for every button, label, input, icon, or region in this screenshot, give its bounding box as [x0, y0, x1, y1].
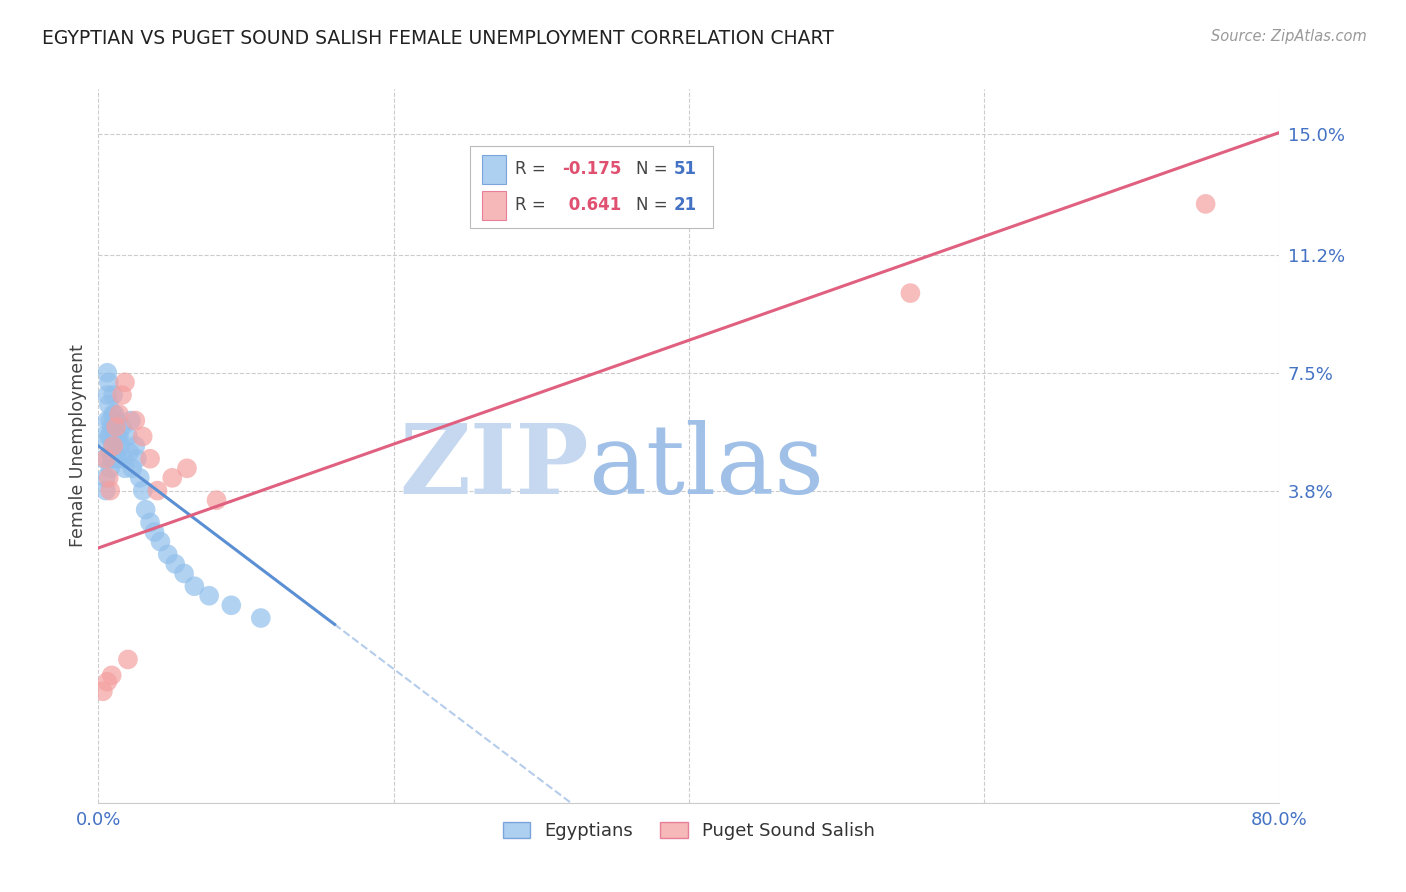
- Point: [103, 388, 125, 402]
- Point: [221, 599, 243, 613]
- Point: [139, 451, 162, 466]
- Text: R =: R =: [516, 161, 551, 178]
- Text: R =: R =: [516, 196, 551, 214]
- Point: [97, 429, 120, 443]
- Point: [103, 420, 125, 434]
- Point: [103, 407, 125, 421]
- Point: [120, 413, 142, 427]
- Text: EGYPTIAN VS PUGET SOUND SALISH FEMALE UNEMPLOYMENT CORRELATION CHART: EGYPTIAN VS PUGET SOUND SALISH FEMALE UN…: [42, 29, 834, 47]
- Text: -0.175: -0.175: [562, 161, 621, 178]
- Point: [105, 413, 128, 427]
- Point: [94, 471, 117, 485]
- Point: [128, 471, 150, 485]
- Legend: Egyptians, Puget Sound Salish: Egyptians, Puget Sound Salish: [496, 814, 882, 847]
- Point: [162, 471, 183, 485]
- Text: atlas: atlas: [589, 420, 824, 515]
- Point: [143, 524, 166, 539]
- Text: 0.641: 0.641: [562, 196, 621, 214]
- Point: [98, 413, 121, 427]
- Point: [139, 516, 162, 530]
- Point: [165, 557, 187, 571]
- Point: [205, 493, 228, 508]
- Point: [132, 429, 155, 443]
- Point: [117, 429, 139, 443]
- Point: [124, 439, 146, 453]
- Point: [108, 429, 131, 443]
- Point: [103, 439, 125, 453]
- Point: [104, 407, 127, 421]
- Point: [96, 388, 118, 402]
- Point: [93, 451, 115, 466]
- Text: Source: ZipAtlas.com: Source: ZipAtlas.com: [1211, 29, 1367, 44]
- FancyBboxPatch shape: [482, 155, 506, 184]
- Point: [94, 483, 117, 498]
- Point: [100, 451, 122, 466]
- Point: [111, 388, 134, 402]
- Point: [98, 445, 121, 459]
- Point: [108, 407, 131, 421]
- Point: [97, 471, 120, 485]
- Point: [97, 376, 120, 390]
- Point: [100, 668, 122, 682]
- Point: [250, 611, 273, 625]
- Point: [1195, 197, 1218, 211]
- Point: [132, 483, 155, 498]
- Point: [176, 461, 198, 475]
- Point: [114, 376, 136, 390]
- FancyBboxPatch shape: [482, 191, 506, 219]
- Point: [111, 420, 134, 434]
- Point: [198, 589, 221, 603]
- Point: [156, 547, 179, 561]
- Point: [110, 439, 132, 453]
- Point: [103, 439, 125, 453]
- Point: [114, 461, 136, 475]
- Point: [900, 286, 922, 301]
- Point: [97, 398, 120, 412]
- Point: [183, 579, 205, 593]
- Point: [107, 451, 129, 466]
- Text: 21: 21: [673, 196, 697, 214]
- Point: [112, 451, 135, 466]
- Point: [121, 461, 143, 475]
- Point: [104, 429, 127, 443]
- Point: [94, 451, 117, 466]
- Point: [96, 674, 118, 689]
- Text: N =: N =: [636, 161, 672, 178]
- Point: [100, 420, 122, 434]
- Point: [149, 534, 172, 549]
- Text: ZIP: ZIP: [399, 420, 589, 515]
- Point: [91, 429, 114, 443]
- Point: [107, 429, 129, 443]
- Point: [124, 413, 146, 427]
- Text: 51: 51: [673, 161, 696, 178]
- Point: [146, 483, 169, 498]
- Point: [96, 413, 118, 427]
- Point: [105, 445, 128, 459]
- Point: [173, 566, 195, 581]
- Text: N =: N =: [636, 196, 672, 214]
- Point: [103, 451, 125, 466]
- Point: [105, 420, 128, 434]
- Point: [118, 445, 141, 459]
- Point: [117, 652, 139, 666]
- Point: [96, 366, 118, 380]
- Point: [98, 461, 121, 475]
- Y-axis label: Female Unemployment: Female Unemployment: [69, 344, 87, 548]
- Point: [91, 684, 114, 698]
- Point: [135, 502, 157, 516]
- Point: [98, 483, 121, 498]
- Point: [125, 451, 148, 466]
- Point: [98, 429, 121, 443]
- FancyBboxPatch shape: [471, 146, 713, 228]
